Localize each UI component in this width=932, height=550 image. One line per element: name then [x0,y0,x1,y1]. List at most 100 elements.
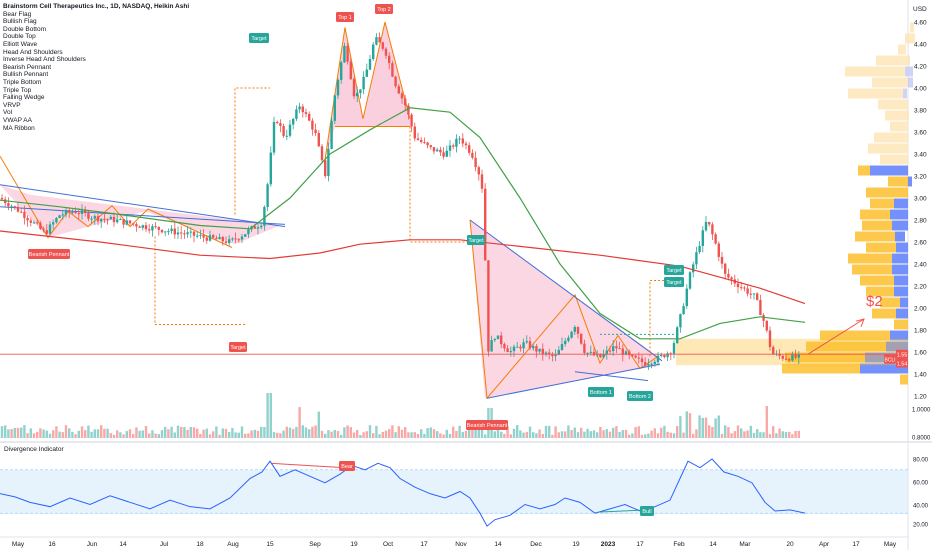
candle-body [576,327,580,334]
candle-body [36,222,39,224]
volume-bar [55,426,58,438]
candle-body [96,216,100,222]
target-label: Target [468,238,484,244]
volume-bar [100,425,103,438]
axes: 4.60 4.40 4.20 4.00 3.80 3.60 3.40 3.20 3.00 2.80… [12,6,931,548]
volume-profile-bar [892,220,908,231]
volume-bar [410,432,413,438]
legend-item[interactable]: Bullish Pennant [3,71,49,79]
volume-bar [4,425,7,438]
legend-item[interactable]: Vol [3,109,13,117]
candle-body [666,353,669,358]
volume-bar [250,430,253,438]
volume-bar [148,433,151,438]
time-tick-label: May [12,541,25,548]
candle-body [586,352,589,354]
candle-body [749,293,752,295]
legend-item[interactable]: Bearish Pennant [3,63,52,71]
volume-bar [458,425,461,438]
volume-bar [413,432,416,438]
candle-body [157,226,160,230]
volume-bar [23,425,26,438]
legend-item[interactable]: Elliott Wave [3,40,38,48]
candle-body [637,357,640,359]
volume-bar [141,430,144,438]
candle-body [84,210,87,213]
candle-body [669,353,672,355]
volume-bar [74,434,77,438]
volume-profile-bar [860,209,890,220]
candle-body [304,112,308,114]
price-tick-label: 1.20 [914,394,927,401]
volume-profile-bar [862,220,892,231]
candle-body [269,152,272,185]
volume-bar [506,426,509,438]
legend-item[interactable]: Triple Bottom [3,78,42,86]
chart-title[interactable]: Brainstorm Cell Therapeutics Inc., 1D, N… [3,3,190,10]
volume-bar [45,430,48,438]
time-tick-label: 17 [852,541,860,548]
candle-body [170,228,173,232]
volume-profile-bar [866,286,894,297]
candle-body [100,218,103,222]
candle-body [768,330,772,348]
volume-bar [685,411,688,438]
candle-body [368,59,372,70]
volume-bar [314,425,317,438]
volume-profile-bar [872,308,896,319]
legend-item[interactable]: Double Top [3,33,36,41]
volume-bar [503,433,506,438]
bottom1-label-bg [588,387,614,397]
volume-profile-bar [886,341,908,352]
pennant-upper-line [0,184,286,228]
legend-item[interactable]: Head And Shoulders [3,48,63,56]
candle-body [215,237,218,240]
indicator-legend: Brainstorm Cell Therapeutics Inc., 1D, N… [3,3,189,132]
pennant-upper-line [469,219,663,362]
volume-bar [164,426,167,438]
pennant-fill [0,184,280,245]
candle-body [125,220,128,225]
candle-body [333,95,336,121]
volume-bar [26,433,29,438]
legend-item[interactable]: VRVP [3,101,21,109]
candle-body [61,214,64,216]
volume-bar [692,433,695,438]
volume-profile-bar [878,99,908,110]
volume-bar [407,432,410,438]
volume-bar [112,434,116,438]
legend-item[interactable]: Triple Top [3,86,32,94]
legend-item[interactable]: Inverse Head And Shoulders [3,56,86,64]
volume-profile-bar [870,198,894,209]
candle-body [132,223,135,225]
time-tick-label: 2023 [601,541,616,548]
target-label: Target [251,36,267,42]
volume-bar [378,434,381,438]
legend-item[interactable]: VWAP AA [3,116,32,124]
candle-body [788,359,791,361]
candle-body [436,149,439,152]
volume-bar [260,426,263,438]
bear-divergence-line [271,462,344,469]
volume-bar [663,425,666,438]
legend-item[interactable]: Bear Flag [3,10,32,18]
candle-body [762,315,765,321]
volume-bar [423,433,426,438]
volume-bar [743,431,746,438]
legend-item[interactable]: Double Bottom [3,25,46,33]
price-tick-label: 3.20 [914,174,927,181]
legend-item[interactable]: Falling Wedge [3,94,45,102]
candle-body [765,320,768,331]
candle-body [698,245,701,253]
volume-bar [391,425,394,438]
candle-body [423,142,426,144]
candle-body [68,210,71,213]
volume-bar [308,429,311,438]
legend-item[interactable]: Bullish Flag [3,18,37,26]
legend-item[interactable]: MA Ribbon [3,124,35,132]
volume-bar [10,429,13,438]
candle-body [45,230,48,234]
volume-bar [186,429,189,438]
candle-body [564,340,567,345]
